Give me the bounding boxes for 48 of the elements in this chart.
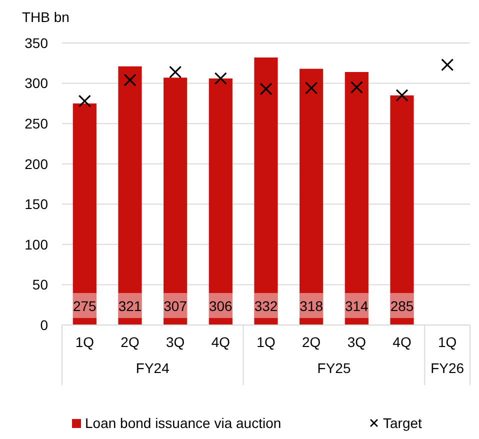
bar (300, 68, 324, 325)
bar (118, 66, 142, 325)
x-tick-label: 1Q (438, 334, 457, 350)
y-tick-label: 250 (24, 115, 48, 132)
point (441, 58, 454, 72)
bar (208, 78, 232, 325)
x-tick-label: 2Q (302, 334, 321, 350)
data-label: 306 (208, 298, 233, 314)
data-label: 275 (72, 298, 97, 314)
legend-label: Loan bond issuance via auction (85, 415, 282, 431)
point (350, 81, 363, 94)
point (124, 74, 136, 86)
text: FY26 (430, 360, 464, 376)
x-tick-label: 3Q (166, 334, 185, 350)
point (396, 89, 408, 102)
point (260, 82, 272, 96)
x-tick-label: 4Q (211, 334, 230, 350)
text: FY25 (317, 360, 351, 376)
point (214, 72, 227, 85)
bar (164, 78, 188, 325)
legend-label: Target (383, 415, 422, 431)
bar (254, 58, 278, 325)
y-axis-title: THB bn (22, 9, 70, 25)
point (305, 82, 318, 94)
x-tick-label: 4Q (392, 334, 412, 350)
y-tick-label: 100 (24, 236, 48, 252)
bar (344, 72, 368, 325)
data-label: 318 (300, 298, 324, 314)
y-tick-label: 0 (40, 316, 48, 333)
y-tick-label: 50 (32, 276, 48, 293)
data-label: 307 (164, 298, 188, 314)
y-tick-label: 150 (24, 196, 48, 212)
y-tick-label: 300 (24, 75, 48, 92)
data-label: 285 (390, 298, 414, 314)
data-label: 314 (344, 298, 369, 314)
bar (390, 95, 414, 325)
text: FY24 (136, 360, 170, 376)
y-tick-label: 200 (24, 156, 48, 172)
y-tick-label: 350 (24, 34, 48, 51)
x-tick-label: 3Q (347, 334, 366, 350)
data-label: 332 (254, 298, 278, 314)
point (78, 94, 91, 108)
bar (72, 103, 96, 325)
x-tick-label: 1Q (75, 334, 94, 350)
x-tick-label: 2Q (120, 334, 140, 350)
point (169, 66, 182, 78)
data-label: 321 (118, 298, 142, 314)
x-tick-label: 1Q (256, 334, 276, 350)
